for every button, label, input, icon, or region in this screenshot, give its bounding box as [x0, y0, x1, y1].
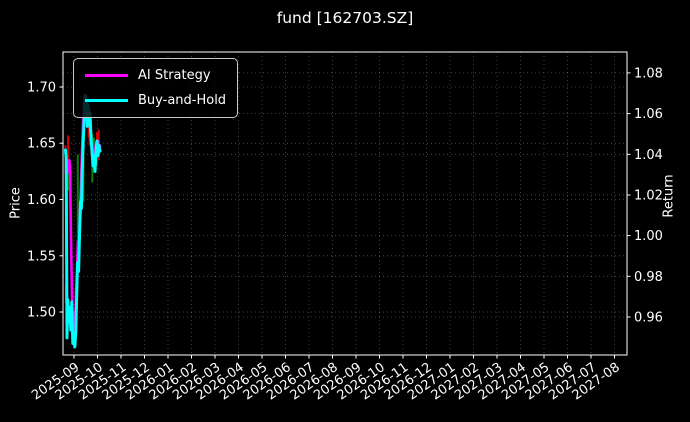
legend: AI Strategy Buy-and-Hold — [73, 58, 239, 118]
right-tick-label: 0.98 — [634, 270, 663, 285]
legend-item: Buy-and-Hold — [85, 92, 226, 109]
right-tick-label: 1.06 — [634, 107, 663, 122]
left-tick-label: 1.70 — [27, 81, 56, 96]
legend-swatch-ai-strategy — [85, 74, 128, 77]
plot-frame — [62, 51, 628, 356]
right-tick-label: 0.96 — [634, 311, 663, 326]
legend-label: AI Strategy — [138, 68, 211, 83]
right-tick-label: 1.00 — [634, 229, 663, 244]
right-tick-label: 1.08 — [634, 66, 663, 81]
left-tick-label: 1.55 — [27, 249, 56, 264]
left-tick-label: 1.60 — [27, 193, 56, 208]
legend-swatch-buy-and-hold — [85, 99, 128, 102]
right-tick-label: 1.04 — [634, 148, 663, 163]
series-line — [64, 94, 102, 349]
right-tick-label: 1.02 — [634, 189, 663, 204]
chart-title: fund [162703.SZ] — [276, 9, 414, 27]
left-tick-label: 1.50 — [27, 306, 56, 321]
left-tick-label: 1.65 — [27, 137, 56, 152]
legend-item: AI Strategy — [85, 67, 226, 84]
legend-label: Buy-and-Hold — [138, 93, 227, 108]
left-axis-label: Price — [8, 187, 24, 219]
right-axis-label: Return — [661, 174, 677, 218]
